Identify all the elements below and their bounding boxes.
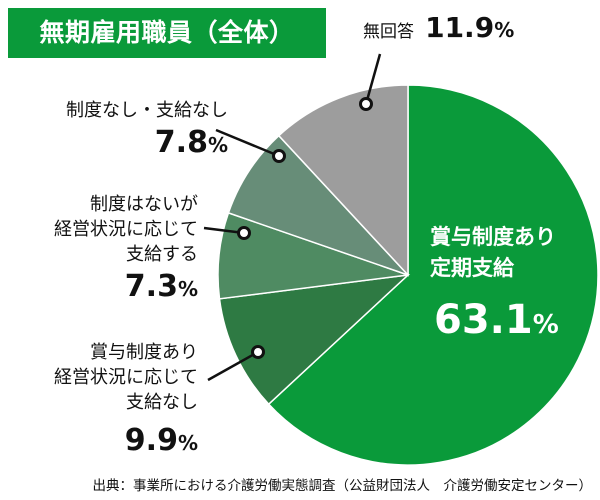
slice-value-number: 9.9 <box>124 423 178 458</box>
slice-value: 63.1% <box>434 296 559 349</box>
leader-dot-bonus-none <box>251 345 265 359</box>
source-note: 出典：事業所における介護労働実態調査（公益財団法人 介護労働安定センター） <box>92 478 593 494</box>
slice-name-line: 制度なし・支給なし <box>66 100 228 121</box>
leader-line-bonus-none <box>207 350 259 382</box>
pie-slice-no-answer <box>277 84 409 277</box>
slice-value-number: 7.3 <box>124 269 178 304</box>
pie-slice-bonus-none <box>218 273 411 406</box>
pie-slice-regular-bonus <box>267 84 599 466</box>
slice-name-line: 賞与制度あり <box>90 342 198 363</box>
slice-label-no-answer: 無回答 11.9% <box>363 10 514 48</box>
slice-value-unit: % <box>177 277 198 301</box>
slice-label-no-system-pay: 制度はないが 経営状況に応じて 支給する 7.3% <box>54 192 198 307</box>
chart-title: 無期雇用職員（全体） <box>8 8 326 58</box>
slice-value: 7.3% <box>54 269 198 307</box>
slice-name-line: 経営状況に応じて <box>54 219 198 240</box>
slice-name-line: 支給なし <box>126 392 198 413</box>
leader-dot-no-system-pay <box>237 226 251 240</box>
slice-label-no-system-none: 制度なし・支給なし 7.8% <box>66 98 228 163</box>
slice-value-unit: % <box>532 310 559 340</box>
slice-value-unit: % <box>207 133 228 157</box>
pie-slice-no-system-none <box>227 134 409 276</box>
slice-name-line: 支給する <box>126 244 198 265</box>
slice-value-unit: % <box>177 431 198 455</box>
slice-name-line: 制度はないが <box>90 194 198 215</box>
slice-value-number: 63.1 <box>434 297 533 343</box>
leader-line-no-system-none <box>215 128 280 158</box>
slice-value-unit: % <box>494 18 515 42</box>
slice-value: 9.9% <box>54 423 198 461</box>
slice-value: 11.9% <box>425 11 514 44</box>
slice-name-line: 無回答 <box>363 22 414 42</box>
leader-dot-no-system-none <box>272 149 286 163</box>
slice-value-number: 7.8 <box>154 125 208 160</box>
slice-value-number: 11.9 <box>425 11 495 44</box>
slice-label-bonus-none: 賞与制度あり 経営状況に応じて 支給なし 9.9% <box>54 340 198 461</box>
leader-dot-no-answer <box>359 97 373 111</box>
slice-name-line: 賞与制度あり <box>430 225 556 249</box>
slice-name-line: 定期支給 <box>430 256 514 280</box>
leader-line-no-answer <box>364 53 382 105</box>
slice-label-regular-bonus: 賞与制度あり 定期支給 63.1% <box>430 222 559 349</box>
slice-name-line: 経営状況に応じて <box>54 367 198 388</box>
slice-value: 7.8% <box>66 125 228 163</box>
